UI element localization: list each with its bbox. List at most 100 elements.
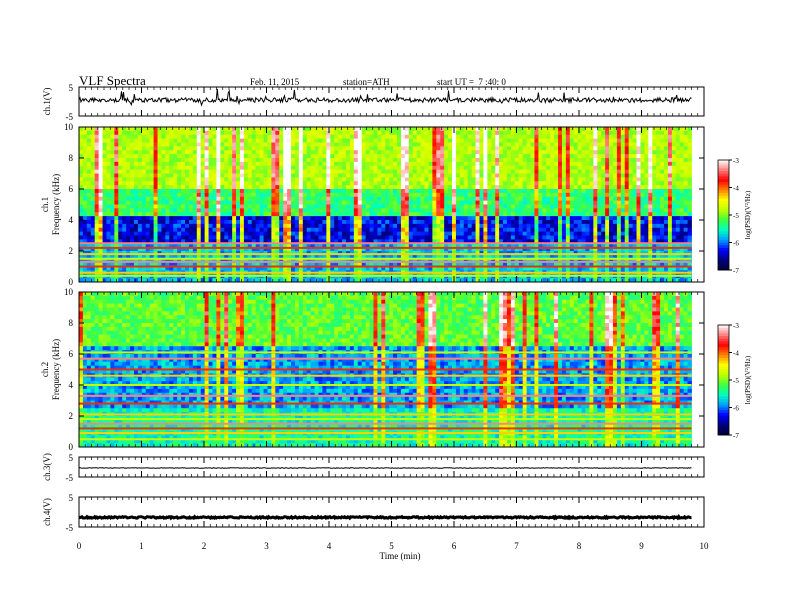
spectrogram-cell xyxy=(605,227,610,233)
spectrogram-cell xyxy=(247,130,253,136)
spectrogram-cell xyxy=(397,138,402,143)
spectrogram-cell xyxy=(110,243,115,248)
spectrogram-cell xyxy=(181,150,186,155)
spectrogram-cell xyxy=(483,212,488,217)
spectrogram-cell xyxy=(181,235,186,240)
spectrogram-cell xyxy=(177,165,182,171)
spectrogram-cell xyxy=(157,235,162,240)
spectrogram-cell xyxy=(247,231,253,236)
spectrogram-cell xyxy=(664,138,669,143)
spectrogram-cell xyxy=(408,130,414,136)
spectrogram-cell xyxy=(416,150,421,155)
spectrogram-cell xyxy=(526,130,531,136)
spectrogram-cell xyxy=(656,189,661,194)
spectrogram-cell xyxy=(385,227,390,233)
spectrogram-cell xyxy=(94,208,100,213)
spectrogram-cell xyxy=(385,239,390,244)
spectrogram-cell xyxy=(593,196,598,202)
spectrogram-cell xyxy=(185,220,190,225)
spectrogram-cell xyxy=(381,227,386,233)
spectrogram-cell xyxy=(561,185,567,190)
spectrogram-cell xyxy=(98,150,103,155)
spectrogram-cell xyxy=(675,150,681,155)
spectrogram-cell xyxy=(503,142,508,147)
spectrogram-cell xyxy=(330,239,335,244)
spectrogram-cell xyxy=(353,181,359,186)
spectrogram-cell xyxy=(322,204,327,209)
spectrogram-cell xyxy=(157,212,162,217)
spectrogram-cell xyxy=(291,204,296,209)
spectrogram-cell xyxy=(220,231,225,236)
spectrogram-cell xyxy=(291,192,296,198)
spectrogram-cell xyxy=(683,130,688,136)
spectrogram-cell xyxy=(467,142,473,147)
spectrogram-cell xyxy=(373,189,378,194)
spectrogram-cell xyxy=(106,154,111,159)
spectrogram-cell xyxy=(499,200,504,205)
spectrogram-cell xyxy=(573,142,579,147)
spectrogram-cell xyxy=(609,200,614,205)
spectrogram-cell xyxy=(145,177,151,182)
spectrogram-cell xyxy=(94,165,100,171)
spectrogram-cell xyxy=(530,223,535,229)
spectrogram-cell xyxy=(161,169,166,174)
spectrogram-cell xyxy=(94,192,100,198)
spectrogram-cell xyxy=(448,169,453,174)
spectrogram-cell xyxy=(373,127,378,132)
spectrogram-cell xyxy=(294,189,300,194)
spectrogram-cell xyxy=(656,231,661,236)
spectrogram-cell xyxy=(361,169,367,174)
spectrogram-cell xyxy=(118,212,123,217)
spectrogram-cell xyxy=(440,154,445,159)
spectrogram-cell xyxy=(514,239,520,244)
spectrogram-cell xyxy=(522,223,527,229)
spectrogram-cell xyxy=(212,227,217,233)
spectrogram-cell xyxy=(251,192,257,198)
spectrogram-cell xyxy=(79,138,84,143)
spectrogram-cell xyxy=(373,173,378,178)
spectrogram-cell xyxy=(671,138,677,143)
spectrogram-cell xyxy=(432,185,437,190)
spectrogram-cell xyxy=(94,216,100,221)
spectrogram-cell xyxy=(106,208,111,213)
spectrogram-cell xyxy=(259,181,264,186)
spectrogram-cell xyxy=(141,235,147,240)
spectrogram-cell xyxy=(216,204,221,209)
spectrogram-cell xyxy=(165,134,170,140)
spectrogram-cell xyxy=(542,185,547,190)
spectrogram-cell xyxy=(110,134,115,140)
spectrogram-cell xyxy=(169,223,174,229)
spectrogram-cell xyxy=(102,134,107,140)
ch1-waveform-trace xyxy=(78,88,692,107)
spectrogram-cell xyxy=(444,189,449,194)
spectrogram-cell xyxy=(353,216,359,221)
spectrogram-cell xyxy=(314,169,319,174)
spectrogram-cell xyxy=(236,181,241,186)
spectrogram-cell xyxy=(200,220,206,225)
spectrogram-cell xyxy=(565,204,571,209)
spectrogram-cell xyxy=(589,161,594,167)
spectrogram-cell xyxy=(283,227,288,233)
spectrogram-cell xyxy=(404,161,410,167)
spectrogram-cell xyxy=(251,200,257,205)
spectrogram-cell xyxy=(243,227,249,233)
spectrogram-cell xyxy=(573,189,579,194)
spectrogram-cell xyxy=(291,169,296,174)
spectrogram-cell xyxy=(334,158,339,163)
spectrogram-cell xyxy=(593,204,598,209)
spectrogram-cell xyxy=(306,235,312,240)
spectrogram-cell xyxy=(491,231,496,236)
spectrogram-cell xyxy=(259,130,264,136)
spectrogram-cell xyxy=(259,134,264,140)
ch1-waveform-ylabel: ch.1(V) xyxy=(42,88,52,116)
spectrogram-cell xyxy=(185,134,190,140)
spectrogram-cell xyxy=(357,173,363,178)
spectrogram-cell xyxy=(90,173,96,178)
spectrogram-cell xyxy=(251,223,257,229)
spectrogram-cell xyxy=(318,154,323,159)
spectrogram-cell xyxy=(550,223,555,229)
spectrogram-cell xyxy=(263,227,268,233)
spectrogram-cell xyxy=(495,138,500,143)
spectrogram-cell xyxy=(671,161,677,167)
spectrogram-cell xyxy=(550,158,555,163)
